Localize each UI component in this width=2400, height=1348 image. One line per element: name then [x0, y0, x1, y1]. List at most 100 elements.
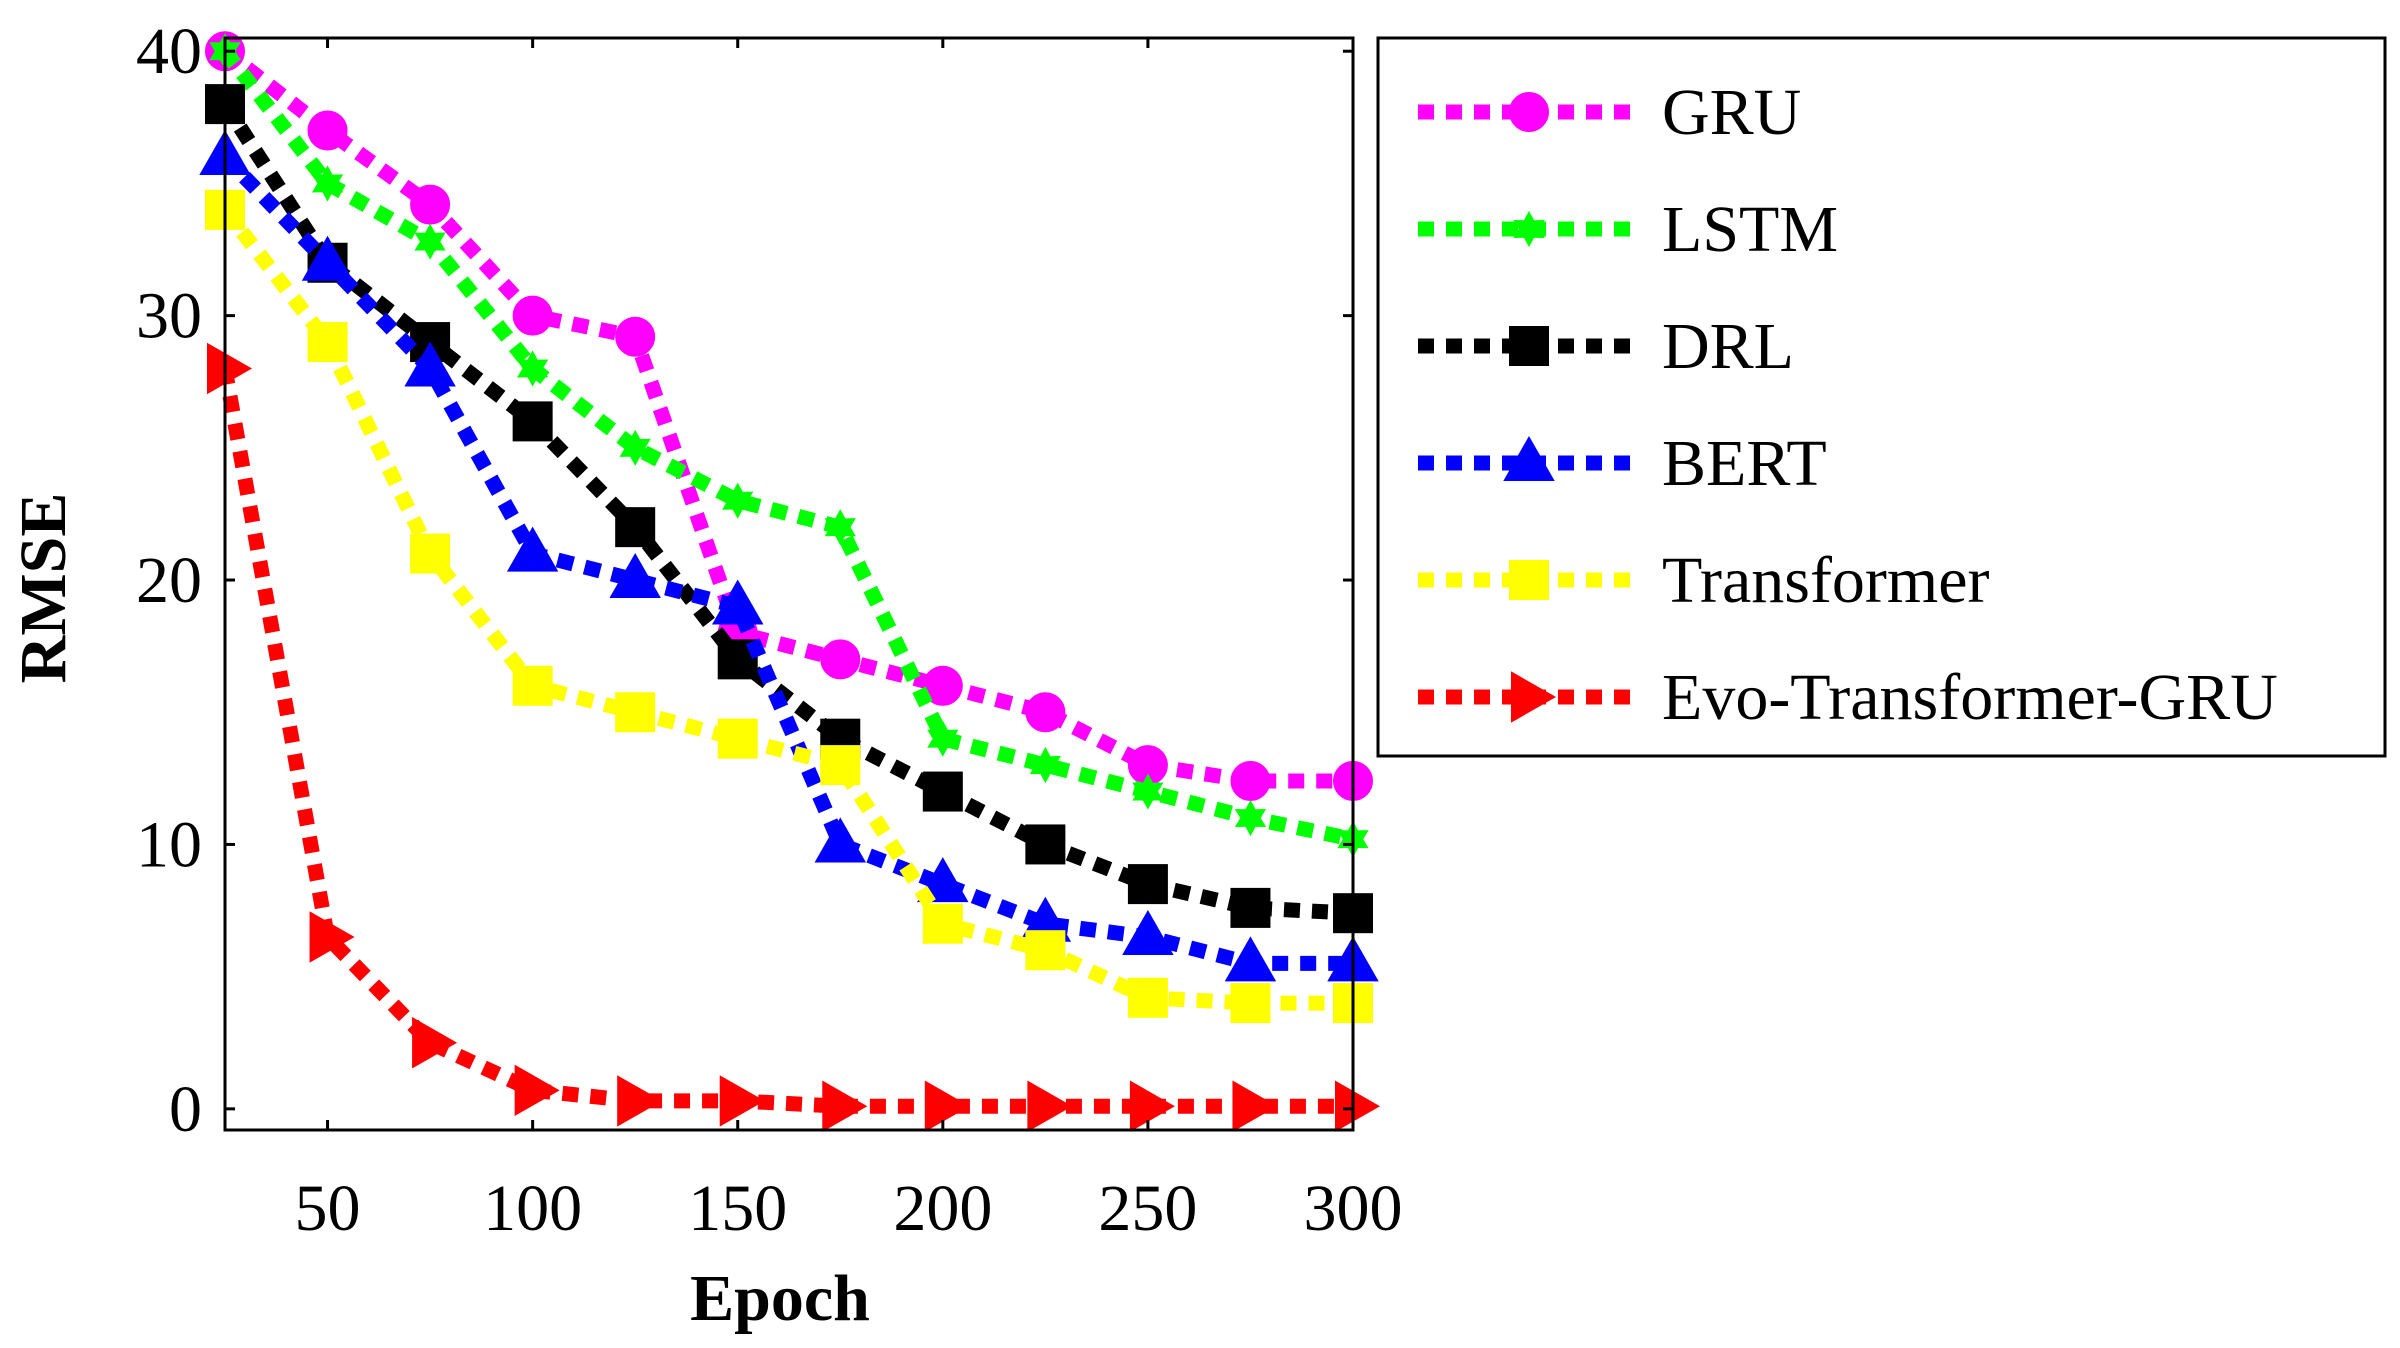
data-point-evo-transformer-gru	[1232, 1080, 1278, 1132]
data-point-gru	[1230, 760, 1271, 801]
legend-marker-transformer	[1509, 560, 1549, 600]
x-tick-label: 250	[1098, 1172, 1197, 1245]
x-tick-label: 50	[295, 1172, 361, 1245]
series-layer	[199, 31, 1381, 1132]
data-point-bert	[1224, 936, 1277, 982]
data-point-transformer	[1025, 930, 1066, 971]
legend: GRU LSTM DRL BERT Transformer Evo-Transformer…	[1418, 76, 2278, 734]
data-point-lstm	[414, 223, 446, 260]
data-point-bert	[404, 341, 456, 387]
x-axis-title: Epoch	[690, 1262, 870, 1335]
data-point-gru	[1025, 692, 1066, 733]
series-line-lstm	[219, 46, 1355, 847]
data-point-transformer	[410, 533, 451, 574]
legend-marker-bert	[1503, 435, 1555, 481]
x-tick-label: 300	[1304, 1172, 1403, 1245]
data-point-drl	[615, 507, 656, 548]
data-point-gru	[615, 316, 656, 357]
series-line-bert	[219, 151, 1353, 971]
legend-label-bert: BERT	[1662, 427, 1827, 500]
data-point-bert	[301, 235, 354, 281]
data-point-evo-transformer-gru	[822, 1080, 868, 1132]
y-axis-title: RMSE	[7, 493, 80, 684]
legend-marker-gru	[1509, 92, 1549, 132]
data-point-gru	[410, 184, 451, 225]
legend-entry-evo-transformer-gru: Evo-Transformer-GRU	[1418, 661, 2278, 734]
y-tick-label: 40	[136, 15, 202, 88]
series-line-drl	[218, 100, 1354, 921]
data-point-transformer	[307, 322, 348, 363]
data-point-evo-transformer-gru	[514, 1064, 560, 1117]
x-tick-label: 150	[688, 1172, 787, 1245]
data-point-gru	[820, 639, 861, 680]
y-tick-label: 20	[136, 544, 202, 617]
data-point-transformer	[717, 718, 758, 759]
data-point-evo-transformer-gru	[1129, 1080, 1175, 1132]
legend-entry-bert: BERT	[1418, 427, 1827, 500]
legend-label-gru: GRU	[1662, 76, 1801, 149]
data-point-transformer	[615, 692, 656, 733]
legend-marker-lstm	[1513, 210, 1545, 248]
series-bert	[199, 129, 1379, 982]
data-point-drl	[922, 771, 963, 812]
data-point-lstm	[722, 482, 754, 519]
plot-frame	[223, 36, 1355, 1132]
data-point-lstm	[1234, 799, 1267, 837]
legend-label-lstm: LSTM	[1662, 193, 1838, 266]
data-point-drl	[1230, 887, 1271, 928]
y-tick-label: 30	[136, 280, 202, 353]
data-point-transformer	[820, 745, 861, 786]
data-point-lstm	[517, 350, 549, 387]
data-point-transformer	[922, 903, 963, 944]
data-point-transformer	[512, 665, 553, 706]
data-point-evo-transformer-gru	[207, 342, 253, 395]
data-point-drl	[717, 639, 758, 680]
legend-marker-evo-transformer-gru	[1511, 671, 1557, 723]
legend-entry-transformer: Transformer	[1418, 544, 1990, 617]
data-point-drl	[1025, 824, 1066, 865]
legend-entry-drl: DRL	[1418, 310, 1794, 383]
data-point-bert	[609, 553, 661, 599]
data-point-bert	[712, 579, 764, 625]
series-transformer	[205, 189, 1373, 1024]
data-point-bert	[1122, 909, 1174, 955]
legend-label-evo-transformer-gru: Evo-Transformer-GRU	[1662, 661, 2278, 734]
series-gru	[205, 31, 1373, 801]
legend-label-transformer: Transformer	[1662, 544, 1990, 617]
series-line-transformer	[219, 205, 1353, 1011]
y-tick-label: 10	[136, 808, 202, 881]
data-point-lstm	[619, 429, 651, 466]
series-line-gru	[220, 45, 1353, 789]
data-point-lstm	[927, 720, 959, 757]
data-point-transformer	[1230, 983, 1271, 1024]
data-point-drl	[512, 401, 553, 442]
x-tick-label: 200	[893, 1172, 992, 1245]
legend-marker-drl	[1509, 326, 1549, 366]
legend-box	[1376, 36, 2387, 758]
legend-entry-lstm: LSTM	[1418, 193, 1838, 266]
data-point-evo-transformer-gru	[412, 1017, 458, 1069]
data-point-evo-transformer-gru	[924, 1080, 970, 1132]
series-evo-transformer-gru	[207, 342, 1381, 1132]
legend-entry-gru: GRU	[1418, 76, 1801, 149]
data-point-bert	[506, 526, 559, 572]
y-tick-label: 0	[169, 1073, 202, 1146]
data-point-lstm	[1132, 773, 1164, 810]
data-point-evo-transformer-gru	[617, 1075, 663, 1127]
data-point-evo-transformer-gru	[309, 911, 355, 963]
data-point-lstm	[1029, 747, 1061, 784]
legend-label-drl: DRL	[1662, 310, 1794, 383]
data-point-gru	[307, 110, 348, 151]
data-point-lstm	[824, 509, 856, 546]
ticks-layer: 50 100 150 200 250 300 0 10 20 30 40	[136, 15, 1403, 1245]
data-point-bert	[917, 857, 969, 903]
data-point-evo-transformer-gru	[1335, 1080, 1381, 1132]
data-point-gru	[922, 665, 963, 706]
data-point-gru	[512, 295, 553, 336]
x-tick-label: 100	[483, 1172, 582, 1245]
data-point-evo-transformer-gru	[1027, 1080, 1073, 1132]
data-point-lstm	[311, 165, 344, 202]
data-point-evo-transformer-gru	[719, 1075, 765, 1127]
data-point-bert	[814, 817, 866, 863]
